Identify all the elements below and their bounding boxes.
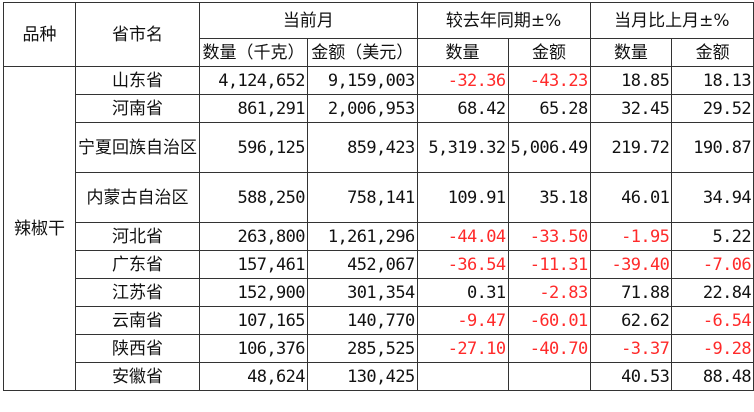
- mom-amount-cell: 34.94: [671, 172, 754, 223]
- yoy-amount-cell: [507, 362, 591, 391]
- mom-qty-cell: 32.45: [589, 94, 673, 123]
- mom-amount-cell: 18.13: [671, 66, 754, 95]
- table-row: 云南省 107,165 140,770 -9.47 -60.01 62.62 -6.54: [4, 306, 754, 335]
- header-mom-amt: 金额: [671, 38, 754, 67]
- qty-cell: 157,461: [199, 250, 308, 279]
- trade-table: 品种 省市名 当前月 较去年同期±% 当月比上月±% 数量（千克） 金额（美元）…: [2, 2, 754, 391]
- header-row-2: 数量（千克） 金额（美元） 数量 金额 数量 金额: [4, 38, 754, 67]
- header-yoy: 较去年同期±%: [416, 2, 591, 39]
- mom-amount-cell: 88.48: [671, 362, 754, 391]
- yoy-qty-cell: [416, 362, 509, 391]
- province-cell: 河南省: [75, 94, 201, 123]
- mom-qty-cell: -3.37: [589, 334, 673, 363]
- mom-amount-cell: -6.54: [671, 306, 754, 335]
- mom-qty-cell: 46.01: [589, 172, 673, 223]
- province-cell: 河北省: [75, 222, 201, 251]
- table-row: 安徽省 48,624 130,425 40.53 88.48: [4, 362, 754, 391]
- mom-qty-cell: 40.53: [589, 362, 673, 391]
- table-row: 宁夏回族自治区 596,125 859,423 5,319.32 5,006.49 219…: [4, 122, 754, 173]
- amount-cell: 859,423: [306, 122, 418, 173]
- category-cell: 辣椒干: [2, 66, 77, 391]
- table-row: 河南省 861,291 2,006,953 68.42 65.28 32.45 29.52: [4, 94, 754, 123]
- qty-cell: 861,291: [199, 94, 308, 123]
- header-mom-qty: 数量: [589, 38, 673, 67]
- amount-cell: 452,067: [306, 250, 418, 279]
- yoy-amount-cell: -40.70: [507, 334, 591, 363]
- amount-cell: 2,006,953: [306, 94, 418, 123]
- province-cell: 陕西省: [75, 334, 201, 363]
- yoy-amount-cell: 35.18: [507, 172, 591, 223]
- amount-cell: 130,425: [306, 362, 418, 391]
- yoy-amount-cell: 5,006.49: [507, 122, 591, 173]
- amount-cell: 1,261,296: [306, 222, 418, 251]
- table-row: 广东省 157,461 452,067 -36.54 -11.31 -39.40 -7.06: [4, 250, 754, 279]
- mom-amount-cell: 29.52: [671, 94, 754, 123]
- yoy-qty-cell: 0.31: [416, 278, 509, 307]
- mom-qty-cell: -1.95: [589, 222, 673, 251]
- table-row: 江苏省 152,900 301,354 0.31 -2.83 71.88 22.84: [4, 278, 754, 307]
- province-cell: 安徽省: [75, 362, 201, 391]
- mom-amount-cell: -7.06: [671, 250, 754, 279]
- table-row: 内蒙古自治区 588,250 758,141 109.91 35.18 46.01 34.9…: [4, 172, 754, 223]
- qty-cell: 596,125: [199, 122, 308, 173]
- qty-cell: 4,124,652: [199, 66, 308, 95]
- yoy-qty-cell: -44.04: [416, 222, 509, 251]
- yoy-qty-cell: -27.10: [416, 334, 509, 363]
- amount-cell: 758,141: [306, 172, 418, 223]
- province-cell: 云南省: [75, 306, 201, 335]
- amount-cell: 140,770: [306, 306, 418, 335]
- province-cell: 山东省: [75, 66, 201, 95]
- mom-qty-cell: -39.40: [589, 250, 673, 279]
- qty-cell: 107,165: [199, 306, 308, 335]
- table-row: 陕西省 106,376 285,525 -27.10 -40.70 -3.37 -9.28: [4, 334, 754, 363]
- header-yoy-qty: 数量: [416, 38, 509, 67]
- province-cell: 宁夏回族自治区: [75, 122, 201, 173]
- table-row: 河北省 263,800 1,261,296 -44.04 -33.50 -1.95 5.22: [4, 222, 754, 251]
- province-cell: 广东省: [75, 250, 201, 279]
- mom-amount-cell: 5.22: [671, 222, 754, 251]
- yoy-amount-cell: -2.83: [507, 278, 591, 307]
- header-yoy-amt: 金额: [507, 38, 591, 67]
- header-amt-usd: 金额（美元）: [306, 38, 418, 67]
- amount-cell: 9,159,003: [306, 66, 418, 95]
- yoy-amount-cell: -43.23: [507, 66, 591, 95]
- yoy-qty-cell: -9.47: [416, 306, 509, 335]
- amount-cell: 285,525: [306, 334, 418, 363]
- province-cell: 江苏省: [75, 278, 201, 307]
- yoy-amount-cell: 65.28: [507, 94, 591, 123]
- mom-qty-cell: 71.88: [589, 278, 673, 307]
- qty-cell: 48,624: [199, 362, 308, 391]
- yoy-qty-cell: 68.42: [416, 94, 509, 123]
- mom-qty-cell: 62.62: [589, 306, 673, 335]
- yoy-amount-cell: -60.01: [507, 306, 591, 335]
- yoy-qty-cell: 5,319.32: [416, 122, 509, 173]
- mom-amount-cell: 190.87: [671, 122, 754, 173]
- yoy-amount-cell: -11.31: [507, 250, 591, 279]
- qty-cell: 588,250: [199, 172, 308, 223]
- province-cell: 内蒙古自治区: [75, 172, 201, 223]
- yoy-qty-cell: -32.36: [416, 66, 509, 95]
- qty-cell: 263,800: [199, 222, 308, 251]
- qty-cell: 152,900: [199, 278, 308, 307]
- header-row-1: 品种 省市名 当前月 较去年同期±% 当月比上月±%: [2, 2, 754, 67]
- header-qty-kg: 数量（千克）: [199, 38, 308, 67]
- table-body: 品种 省市名 当前月 较去年同期±% 当月比上月±% 数量（千克） 金额（美元）…: [2, 2, 754, 391]
- amount-cell: 301,354: [306, 278, 418, 307]
- mom-amount-cell: -9.28: [671, 334, 754, 363]
- header-province: 省市名: [75, 2, 201, 67]
- header-variety: 品种: [2, 2, 77, 67]
- header-mom: 当月比上月±%: [589, 2, 754, 39]
- yoy-qty-cell: -36.54: [416, 250, 509, 279]
- yoy-qty-cell: 109.91: [416, 172, 509, 223]
- mom-qty-cell: 18.85: [589, 66, 673, 95]
- mom-qty-cell: 219.72: [589, 122, 673, 173]
- header-current-month: 当前月: [199, 2, 418, 39]
- qty-cell: 106,376: [199, 334, 308, 363]
- mom-amount-cell: 22.84: [671, 278, 754, 307]
- yoy-amount-cell: -33.50: [507, 222, 591, 251]
- table-row: 辣椒干 山东省 4,124,652 9,159,003 -32.36 -43.23 18.8…: [2, 66, 754, 391]
